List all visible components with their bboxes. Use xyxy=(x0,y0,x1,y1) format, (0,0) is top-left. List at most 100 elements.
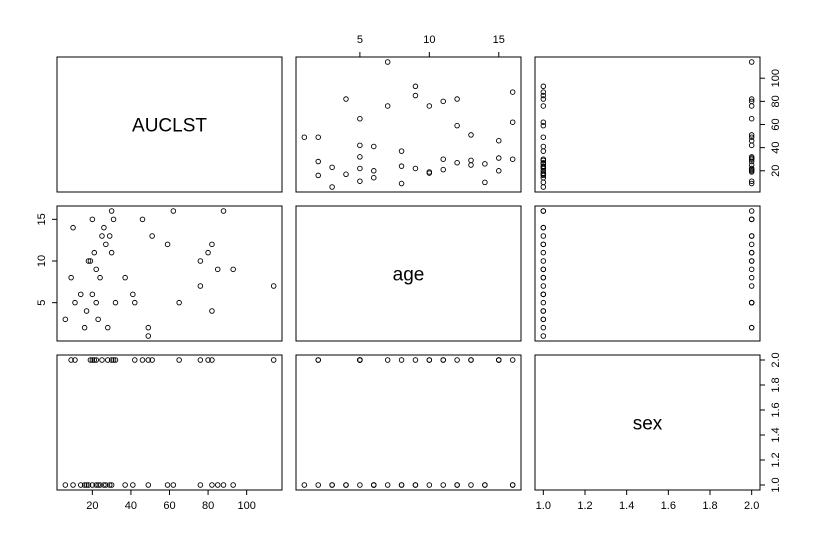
data-point-sex-vs-AUCLST xyxy=(89,482,96,488)
data-point-AUCLST-vs-age xyxy=(329,164,335,171)
data-point-AUCLST-vs-age xyxy=(496,137,502,144)
data-point-sex-vs-AUCLST xyxy=(99,357,105,363)
tick-label-left-age: 15 xyxy=(36,213,48,225)
data-point-age-vs-AUCLST xyxy=(145,333,152,339)
data-point-age-vs-sex xyxy=(540,291,547,298)
data-point-AUCLST-vs-sex xyxy=(540,179,547,186)
data-point-age-vs-AUCLST xyxy=(91,249,98,256)
tick-label-left-age: 10 xyxy=(36,255,48,267)
tick-label-right-sex: 1.2 xyxy=(770,452,782,467)
data-point-age-vs-AUCLST xyxy=(70,224,76,231)
data-point-AUCLST-vs-age xyxy=(412,165,419,172)
data-point-age-vs-sex xyxy=(540,299,547,306)
data-point-age-vs-sex xyxy=(540,249,547,256)
panel-frame-age-AUCLST xyxy=(56,205,283,342)
data-point-sex-vs-age xyxy=(384,482,391,488)
data-point-age-vs-AUCLST xyxy=(78,291,84,298)
data-point-age-vs-sex xyxy=(748,208,755,214)
data-point-age-vs-AUCLST xyxy=(97,274,103,281)
tick-label-right-sex: 2.0 xyxy=(770,352,782,367)
data-point-age-vs-sex xyxy=(748,233,755,239)
data-point-sex-vs-AUCLST xyxy=(110,357,117,363)
data-point-AUCLST-vs-age xyxy=(468,162,474,168)
data-point-age-vs-sex xyxy=(748,249,755,256)
data-point-age-vs-AUCLST xyxy=(149,233,155,239)
data-point-age-vs-AUCLST xyxy=(89,291,96,298)
data-point-sex-vs-AUCLST xyxy=(209,357,215,363)
tick-label-bottom-sex: 2.0 xyxy=(744,500,759,512)
data-point-sex-vs-AUCLST xyxy=(72,357,78,363)
data-point-sex-vs-AUCLST xyxy=(230,482,236,488)
data-point-age-vs-AUCLST xyxy=(72,299,78,306)
data-point-AUCLST-vs-age xyxy=(315,158,321,165)
data-point-AUCLST-vs-sex xyxy=(748,154,755,160)
data-point-AUCLST-vs-age xyxy=(426,103,433,109)
data-point-sex-vs-age xyxy=(496,357,502,363)
data-point-AUCLST-vs-sex xyxy=(540,148,547,154)
tick-label-right-sex: 1.6 xyxy=(770,402,782,417)
data-point-sex-vs-AUCLST xyxy=(149,357,155,363)
data-point-AUCLST-vs-age xyxy=(482,179,488,186)
data-point-AUCLST-vs-age xyxy=(509,89,516,95)
data-point-AUCLST-vs-age xyxy=(468,157,474,164)
data-point-sex-vs-AUCLST xyxy=(68,357,74,363)
data-point-sex-vs-AUCLST xyxy=(164,482,171,488)
data-point-age-vs-AUCLST xyxy=(93,266,99,273)
data-point-sex-vs-age xyxy=(440,357,446,363)
data-point-AUCLST-vs-sex xyxy=(540,122,547,129)
data-point-age-vs-AUCLST xyxy=(89,216,96,223)
data-point-age-vs-AUCLST xyxy=(209,308,215,314)
data-point-sex-vs-AUCLST xyxy=(108,482,115,488)
data-point-age-vs-sex xyxy=(748,266,755,273)
data-point-AUCLST-vs-age xyxy=(357,178,363,184)
data-point-sex-vs-AUCLST xyxy=(139,357,146,363)
data-point-sex-vs-AUCLST xyxy=(220,482,227,488)
data-point-AUCLST-vs-age xyxy=(384,103,391,109)
data-point-age-vs-sex xyxy=(540,324,547,331)
data-point-AUCLST-vs-age xyxy=(468,132,474,138)
tick-label-top-age: 15 xyxy=(493,34,505,46)
data-point-AUCLST-vs-age xyxy=(357,115,363,122)
data-point-AUCLST-vs-sex xyxy=(540,119,547,125)
data-point-sex-vs-age xyxy=(315,482,321,488)
data-point-sex-vs-age xyxy=(371,482,377,488)
data-point-age-vs-sex xyxy=(748,299,755,306)
data-point-age-vs-AUCLST xyxy=(103,241,109,248)
tick-label-right-sex: 1.8 xyxy=(770,377,782,392)
data-point-AUCLST-vs-age xyxy=(329,184,335,190)
tick-label-right-sex: 1.0 xyxy=(770,477,782,492)
data-point-age-vs-sex xyxy=(748,216,755,223)
data-point-AUCLST-vs-age xyxy=(426,169,433,175)
data-point-age-vs-AUCLST xyxy=(132,299,138,306)
data-point-sex-vs-AUCLST xyxy=(89,357,96,363)
data-point-age-vs-AUCLST xyxy=(108,249,115,256)
data-point-age-vs-AUCLST xyxy=(197,283,204,289)
data-point-age-vs-AUCLST xyxy=(164,241,171,248)
data-point-AUCLST-vs-sex xyxy=(540,159,547,166)
data-point-age-vs-sex xyxy=(540,224,547,231)
data-point-sex-vs-age xyxy=(301,482,308,488)
data-point-AUCLST-vs-age xyxy=(412,92,419,99)
data-point-sex-vs-age xyxy=(412,482,419,488)
tick-label-right-AUCLST: 80 xyxy=(770,95,782,107)
data-point-age-vs-AUCLST xyxy=(112,299,119,306)
tick-label-bottom-sex: 1.4 xyxy=(619,500,634,512)
data-point-AUCLST-vs-age xyxy=(398,148,405,154)
data-point-age-vs-AUCLST xyxy=(105,324,111,331)
data-point-AUCLST-vs-age xyxy=(496,168,502,174)
data-point-sex-vs-age xyxy=(398,357,405,363)
data-point-sex-vs-age xyxy=(482,482,488,488)
tick-label-bottom-sex: 1.8 xyxy=(702,500,717,512)
tick-label-bottom-AUCLST: 80 xyxy=(202,500,214,512)
tick-label-bottom-AUCLST: 100 xyxy=(237,500,255,512)
data-point-age-vs-sex xyxy=(540,333,547,339)
data-point-sex-vs-age xyxy=(412,357,419,363)
data-point-AUCLST-vs-age xyxy=(315,172,321,179)
data-point-AUCLST-vs-age xyxy=(509,119,516,125)
panel-frame-AUCLST-age xyxy=(295,56,522,193)
data-point-AUCLST-vs-age xyxy=(343,171,349,178)
data-point-age-vs-AUCLST xyxy=(230,266,236,273)
data-point-age-vs-AUCLST xyxy=(205,249,211,256)
tick-label-left-age: 5 xyxy=(36,300,48,306)
tick-label-right-AUCLST: 40 xyxy=(770,142,782,154)
